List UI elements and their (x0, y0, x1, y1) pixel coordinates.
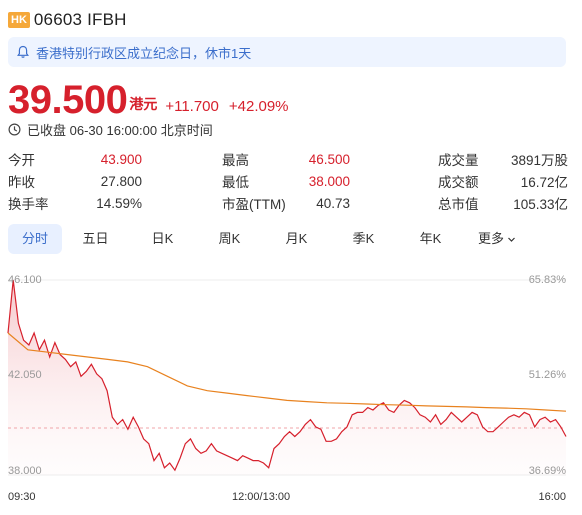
stat-value: 16.72亿 (520, 175, 568, 190)
y-right-tick-bottom: 36.69% (528, 465, 566, 477)
stat-value: 43.900 (100, 151, 142, 167)
tab-period[interactable]: 季K (352, 231, 375, 246)
price-series-line (7, 279, 567, 472)
quote-stats-grid: 今开 43.900 最高 46.500 成交量 3891万股昨收 27.800 最低 38.00… (8, 148, 568, 214)
y-left-tick-bottom: 38.000 (8, 465, 42, 477)
stock-header: HK 06603 IFBH (8, 9, 127, 31)
y-right-tick-mid: 51.26% (528, 369, 566, 381)
stat-label: 成交量 (438, 153, 479, 168)
bell-icon (17, 45, 29, 58)
stat-row: 昨收 27.800 最低 38.000 成交额 16.72亿 (8, 170, 568, 192)
last-price: 39.500 (8, 78, 128, 122)
price-row: 39.500 港元 +11.700 +42.09% (8, 76, 289, 120)
stat-label: 最高 (222, 153, 249, 168)
tab-period[interactable]: 月K (285, 231, 308, 246)
stat-row: 今开 43.900 最高 46.500 成交量 3891万股 (8, 148, 568, 170)
stat-label: 最低 (222, 175, 249, 190)
status-text: 已收盘 06-30 16:00:00 北京时间 (27, 122, 213, 138)
holiday-notice: 香港特别行政区成立纪念日，休市1天 (8, 37, 566, 67)
stat-value: 14.59% (96, 195, 142, 211)
stat-label: 换手率 (8, 197, 49, 212)
market-badge: HK (8, 12, 30, 28)
notice-text: 香港特别行政区成立纪念日，休市1天 (36, 45, 252, 61)
stock-code-name: 06603 IFBH (33, 10, 127, 29)
stat-label: 今开 (8, 153, 35, 168)
stat-value: 46.500 (308, 151, 350, 167)
clock-icon (8, 122, 21, 136)
tab-more[interactable]: 更多 (478, 224, 516, 254)
price-area-fill (8, 280, 566, 475)
intraday-chart[interactable]: 46.100 42.050 38.000 65.83% 51.26% 36.69… (0, 270, 582, 485)
period-tabs: 分时 五日 日K 周K 月K 季K 年K 更多 (8, 224, 568, 254)
y-left-tick-top: 46.100 (8, 274, 42, 286)
stat-value: 40.73 (316, 195, 350, 211)
tab-period[interactable]: 日K (151, 231, 174, 246)
x-axis: 09:30 12:00/13:00 16:00 (0, 491, 582, 505)
tab-period[interactable]: 分时 (8, 224, 62, 254)
stat-label: 成交额 (438, 175, 479, 190)
market-status: 已收盘 06-30 16:00:00 北京时间 (8, 121, 213, 138)
tab-period[interactable]: 年K (419, 231, 442, 246)
stat-label: 昨收 (8, 175, 35, 190)
stat-label: 市盈(TTM) (222, 197, 286, 212)
currency-label: 港元 (129, 96, 158, 112)
stat-label: 总市值 (438, 197, 479, 212)
stat-row: 换手率 14.59% 市盈(TTM) 40.73 总市值 105.33亿 (8, 192, 568, 214)
stat-value: 3891万股 (510, 153, 568, 168)
tab-period[interactable]: 周K (218, 231, 241, 246)
chevron-down-icon (508, 237, 515, 242)
x-tick-close: 16:00 (538, 491, 566, 503)
price-change-pct: +42.09% (228, 98, 289, 115)
x-tick-midday: 12:00/13:00 (232, 491, 291, 503)
intraday-chart-svg (7, 279, 567, 476)
stat-value: 38.000 (308, 173, 350, 189)
stat-value: 105.33亿 (513, 197, 568, 212)
stat-value: 27.800 (100, 173, 142, 189)
price-change: +11.700 (165, 98, 219, 115)
x-tick-open: 09:30 (8, 491, 36, 503)
average-series-line (7, 332, 567, 412)
tab-period[interactable]: 五日 (82, 231, 109, 246)
tab-more-label: 更多 (478, 231, 505, 246)
y-right-tick-top: 65.83% (528, 274, 566, 286)
y-left-tick-mid: 42.050 (8, 369, 42, 381)
